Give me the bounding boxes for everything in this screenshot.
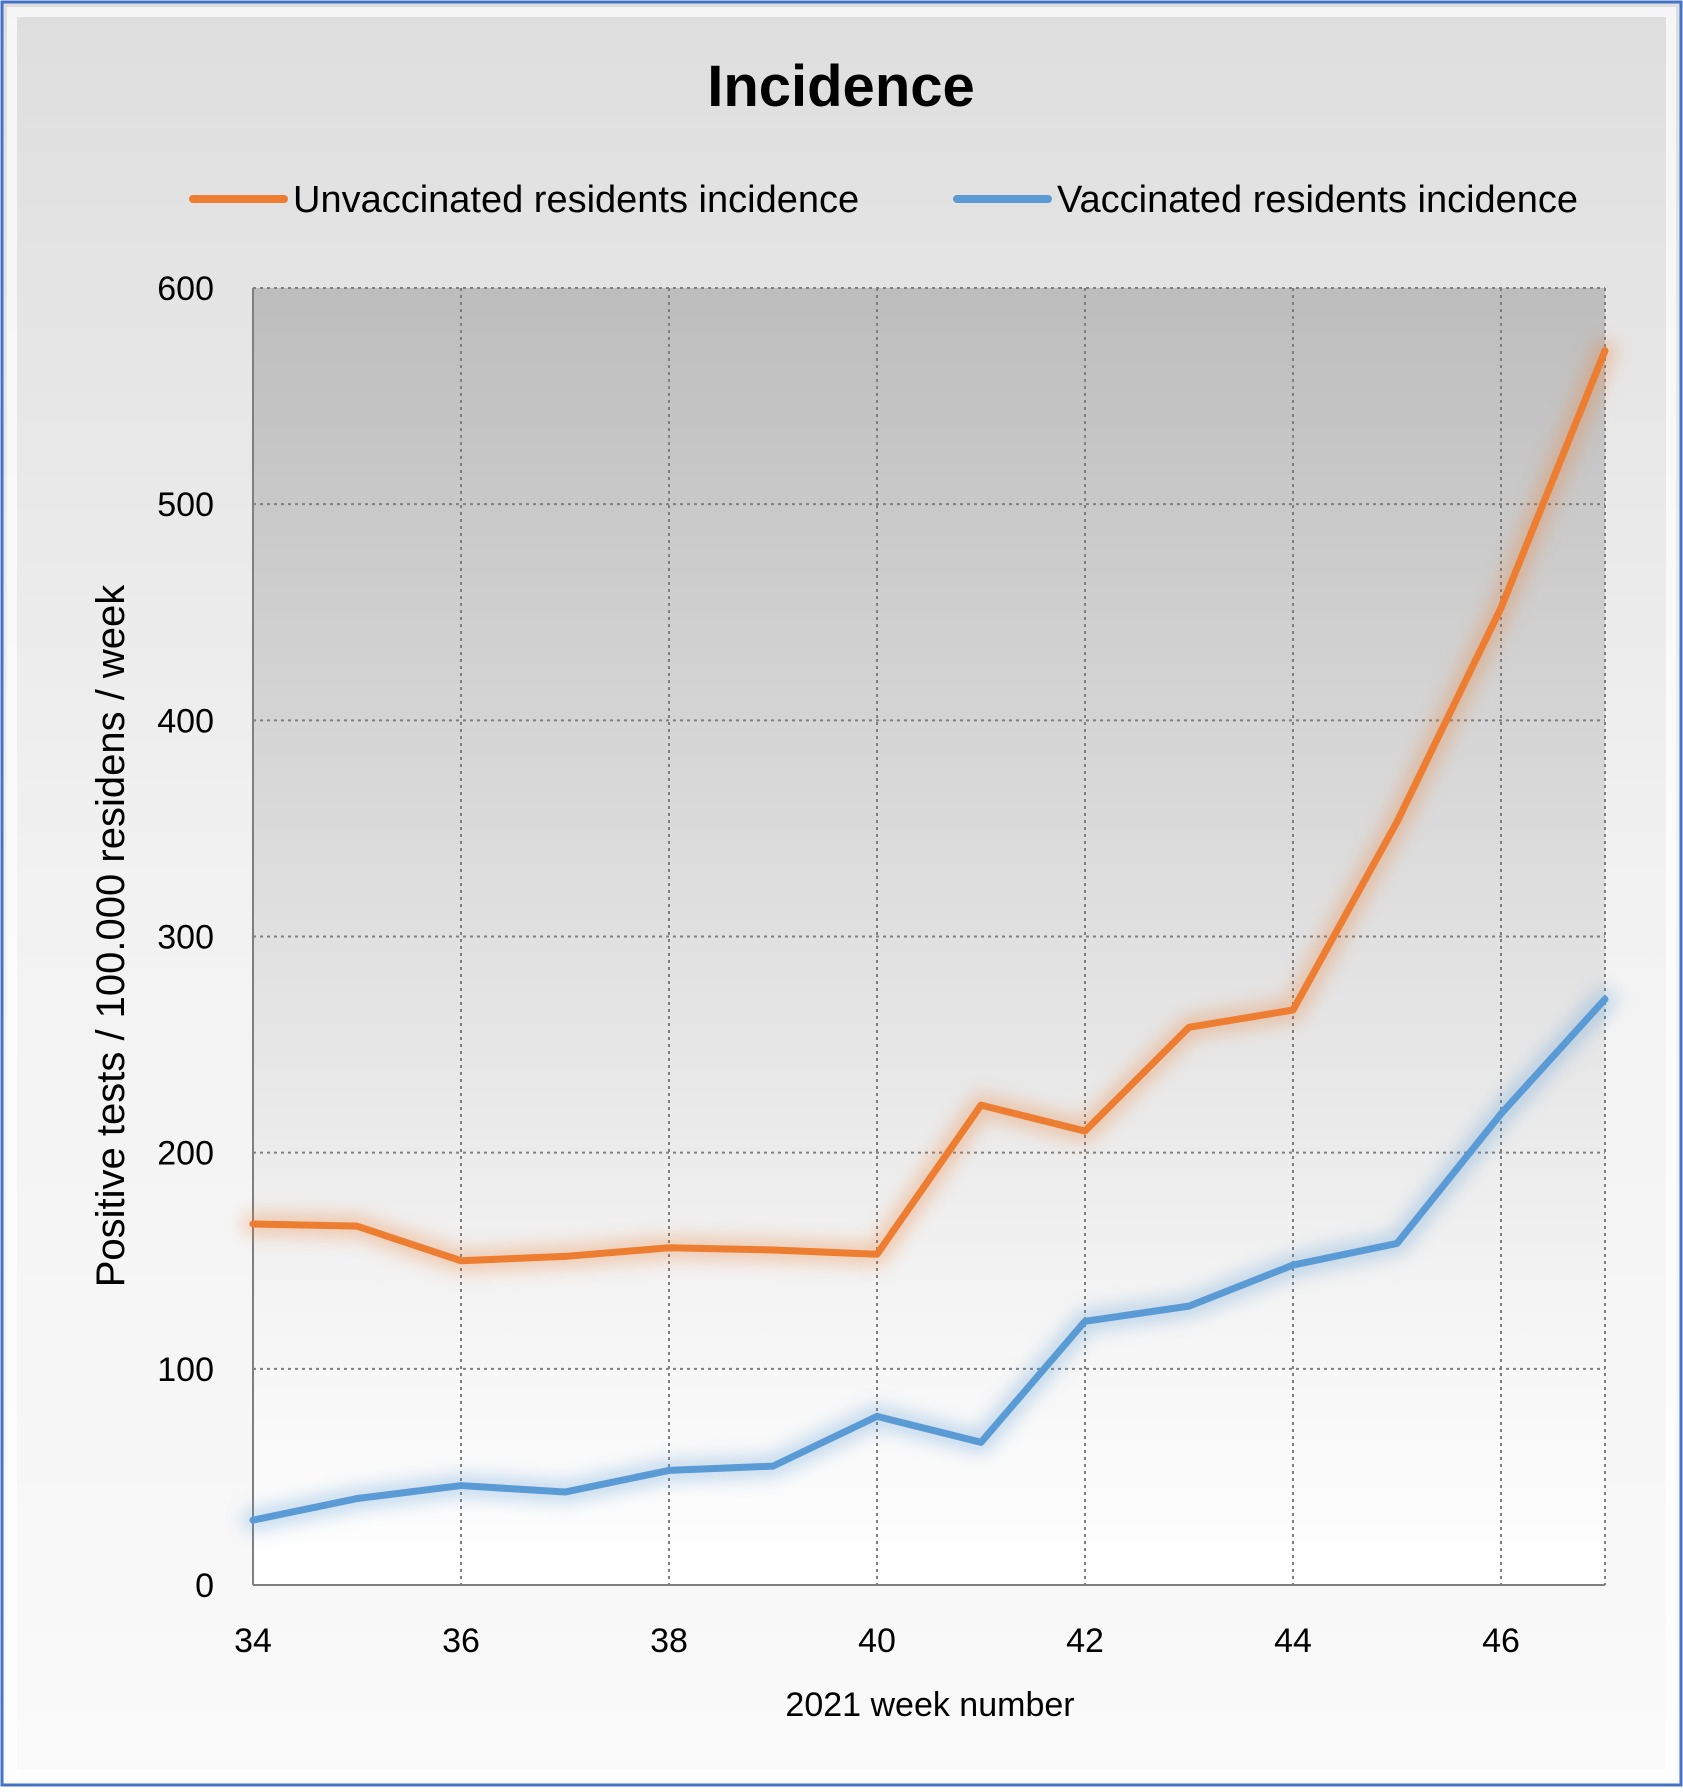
axes <box>252 288 1605 1586</box>
gridlines <box>253 287 1606 1585</box>
y-tick-label: 600 <box>157 270 214 308</box>
series-line-1 <box>249 995 1609 1524</box>
y-axis-title: Positive tests / 100.000 residens / week <box>89 584 133 1288</box>
frame-inner-edge <box>7 7 1676 1780</box>
y-tick-label: 100 <box>157 1351 214 1389</box>
x-tick-label: 46 <box>1482 1622 1520 1660</box>
y-tick-label: 400 <box>157 702 214 740</box>
chart-title: Incidence <box>707 54 975 119</box>
legend: Unvaccinated residents incidence Vaccina… <box>189 179 1578 221</box>
x-tick-label: 36 <box>442 1622 480 1660</box>
legend-label-vaccinated: Vaccinated residents incidence <box>1057 179 1578 221</box>
series-lines <box>242 339 1616 1532</box>
x-tick-label: 44 <box>1274 1622 1312 1660</box>
y-tick-label: 300 <box>157 919 214 957</box>
y-tick-labels: 0 100 200 300 400 500 600 <box>157 270 214 1605</box>
y-tick-label: 0 <box>195 1567 214 1605</box>
legend-label-unvaccinated: Unvaccinated residents incidence <box>293 179 859 221</box>
x-tick-label: 38 <box>650 1622 688 1660</box>
x-tick-label: 42 <box>1066 1622 1104 1660</box>
x-tick-label: 40 <box>858 1622 896 1660</box>
y-tick-label: 500 <box>157 486 214 524</box>
y-tick-label: 200 <box>157 1135 214 1173</box>
x-tick-label: 34 <box>234 1622 272 1660</box>
series-line-0 <box>249 347 1609 1265</box>
x-axis-title: 2021 week number <box>785 1686 1074 1724</box>
x-tick-labels: 34 36 38 40 42 44 46 <box>234 1622 1520 1660</box>
